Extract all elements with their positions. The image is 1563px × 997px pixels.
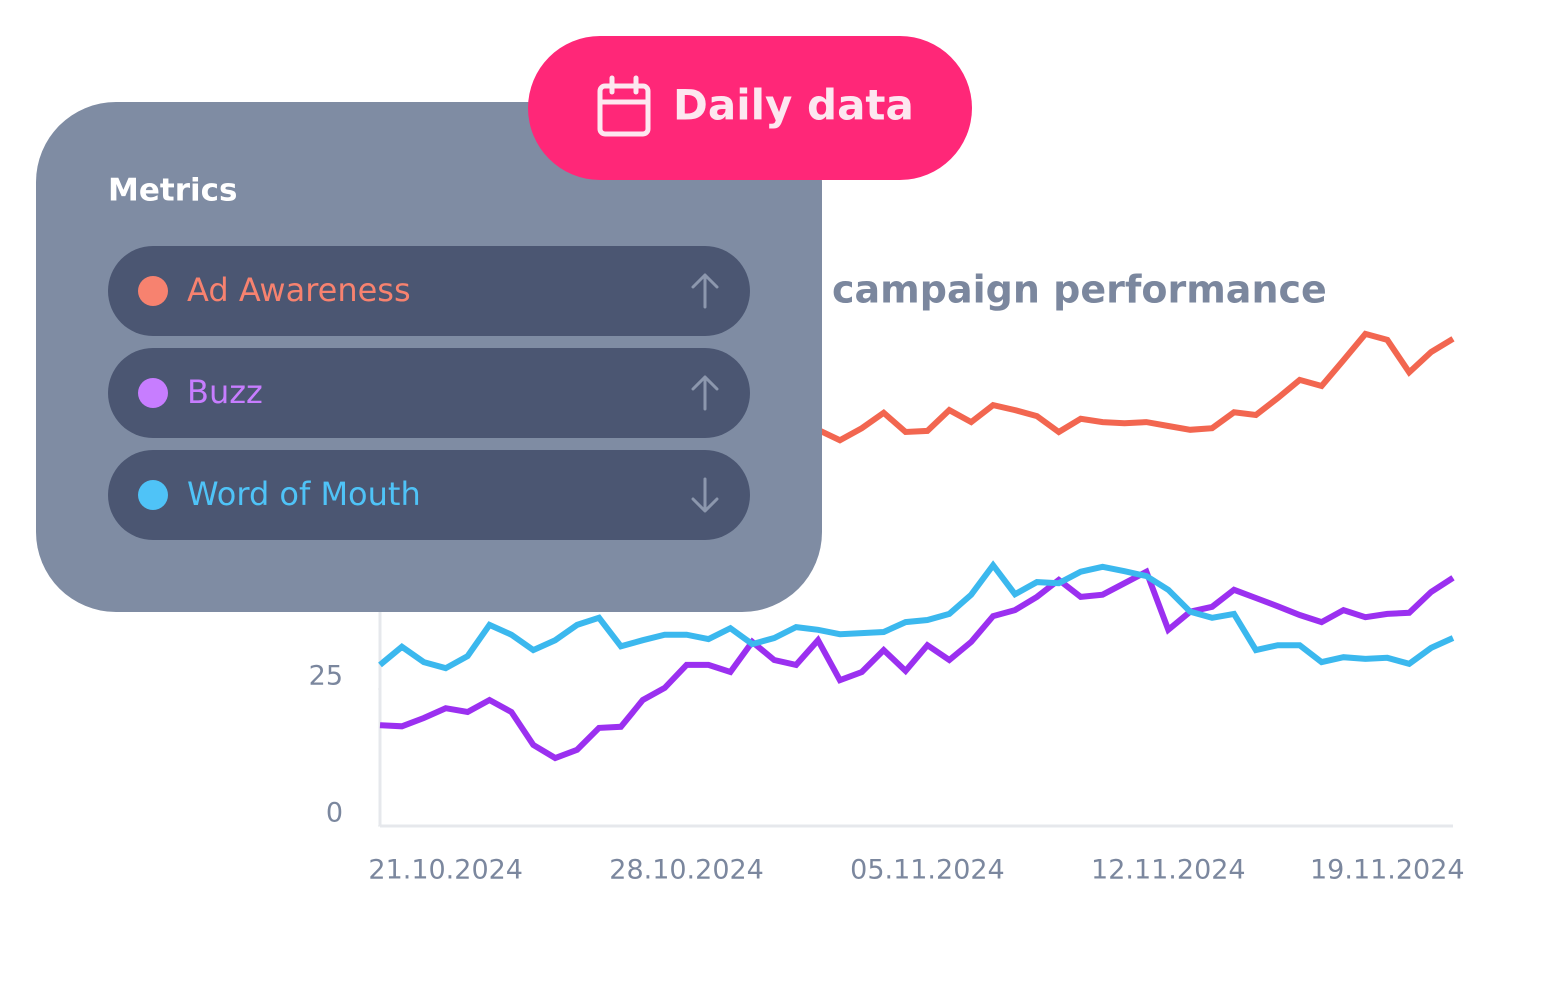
chart-title: campaign performance (832, 268, 1327, 312)
series-line (379, 567, 1455, 762)
metrics-panel: Metrics Ad Awareness Buzz Word of Mouth (36, 102, 822, 612)
sort-arrow (691, 477, 719, 513)
legend-dot (138, 480, 168, 510)
metric-pill (108, 348, 750, 438)
y-tick-label: 0 (326, 798, 343, 829)
x-tick-label: 12.11.2024 (1091, 855, 1246, 886)
calendar-icon (597, 75, 651, 137)
legend-dot (138, 378, 168, 408)
x-tick-label: 28.10.2024 (609, 855, 764, 886)
sort-arrow (691, 375, 719, 411)
x-tick-label: 19.11.2024 (1310, 855, 1465, 886)
metric-item[interactable]: Ad Awareness (108, 246, 750, 336)
metric-item[interactable]: Buzz (108, 348, 750, 438)
metric-pill (108, 246, 750, 336)
legend-dot (138, 276, 168, 306)
x-tick-label: 05.11.2024 (850, 855, 1005, 886)
metric-item[interactable]: Word of Mouth (108, 450, 750, 540)
x-tick-label: 21.10.2024 (368, 855, 523, 886)
legend-label: Ad Awareness (187, 271, 411, 309)
panel-title: Metrics (108, 173, 237, 209)
badge-label[interactable]: Daily data (673, 81, 914, 130)
series-line (378, 560, 1455, 672)
legend-label: Buzz (187, 373, 263, 411)
series-line (816, 330, 1455, 444)
plot: campaign performance 0 25 21.10.2024 28.10.… (309, 268, 1465, 886)
daily-data-badge[interactable]: Daily data (528, 36, 972, 180)
y-tick-label: 25 (309, 661, 343, 692)
sort-arrow (691, 273, 719, 309)
badge-bg[interactable] (528, 36, 972, 180)
metric-pill (108, 450, 750, 540)
legend-label: Word of Mouth (187, 475, 421, 513)
